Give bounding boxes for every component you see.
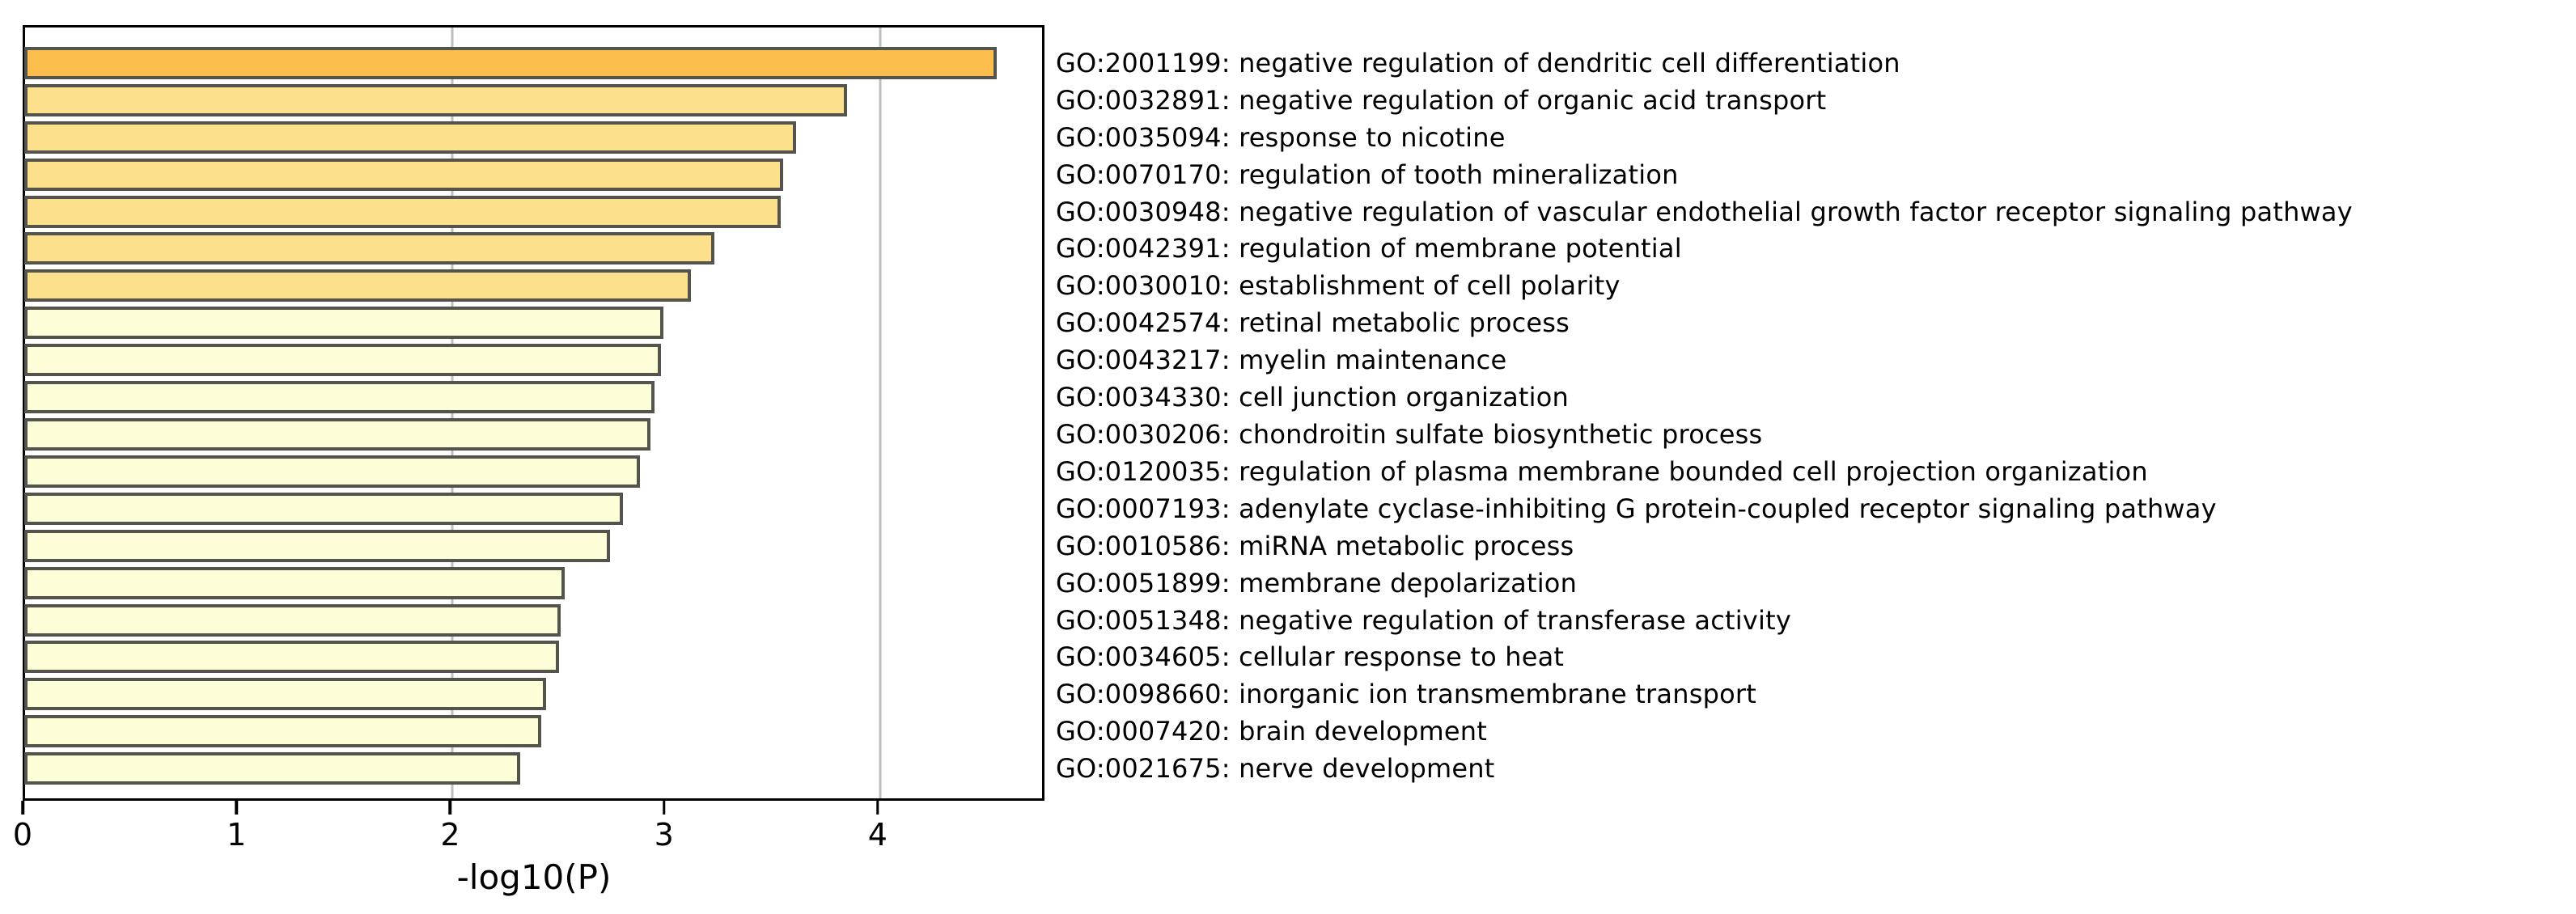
enrichment-bar	[24, 344, 662, 377]
enrichment-bar	[24, 492, 623, 525]
gridline	[879, 28, 882, 798]
go-term-label: GO:0030010: establishment of cell polari…	[1056, 270, 1621, 302]
x-axis-tick-label: 0	[12, 817, 33, 853]
go-term-label: GO:0010586: miRNA metabolic process	[1056, 530, 1574, 561]
enrichment-bar	[24, 381, 655, 414]
bar-row: GO:0035094: response to nicotine	[23, 119, 2571, 156]
x-axis-tick-label: 2	[440, 817, 460, 853]
go-term-label: GO:0034330: cell junction organization	[1056, 382, 1569, 413]
bar-row: GO:0098660: inorganic ion transmembrane …	[23, 675, 2571, 713]
bar-row: GO:2001199: negative regulation of dendr…	[23, 44, 2571, 82]
bar-row: GO:0070170: regulation of tooth minerali…	[23, 156, 2571, 193]
bar-rows: GO:2001199: negative regulation of dendr…	[23, 44, 2571, 787]
bar-row: GO:0007193: adenylate cyclase-inhibiting…	[23, 490, 2571, 527]
enrichment-bar	[24, 418, 651, 451]
bar-row: GO:0051348: negative regulation of trans…	[23, 602, 2571, 639]
go-term-label: GO:0120035: regulation of plasma membran…	[1056, 455, 2148, 487]
go-term-label: GO:0032891: negative regulation of organ…	[1056, 84, 1827, 116]
bar-row: GO:0007420: brain development	[23, 713, 2571, 750]
go-term-label: GO:0051899: membrane depolarization	[1056, 567, 1578, 599]
enrichment-bar	[24, 641, 559, 674]
go-term-label: GO:0030948: negative regulation of vascu…	[1056, 196, 2353, 227]
bar-row: GO:0043217: myelin maintenance	[23, 341, 2571, 379]
enrichment-bar	[24, 195, 782, 228]
enrichment-bar	[24, 307, 664, 340]
go-term-label: GO:0051348: negative regulation of trans…	[1056, 604, 1791, 636]
enrichment-bar	[24, 121, 796, 154]
enrichment-bar	[24, 455, 640, 488]
enrichment-bar	[24, 83, 848, 116]
x-axis-tick	[448, 801, 452, 815]
go-term-label: GO:0034605: cellular response to heat	[1056, 641, 1565, 673]
x-axis-tick-label: 4	[867, 817, 888, 853]
enrichment-bar	[24, 752, 520, 785]
go-term-label: GO:0030206: chondroitin sulfate biosynth…	[1056, 419, 1763, 451]
x-axis-tick	[21, 801, 24, 815]
bar-row: GO:0032891: negative regulation of organ…	[23, 82, 2571, 119]
enrichment-bar	[24, 678, 546, 711]
go-term-label: GO:0098660: inorganic ion transmembrane …	[1056, 679, 1756, 710]
bar-row: GO:0021675: nerve development	[23, 750, 2571, 787]
x-axis-tick-label: 1	[227, 817, 247, 853]
go-term-label: GO:0035094: response to nicotine	[1056, 121, 1506, 153]
bar-row: GO:0030948: negative regulation of vascu…	[23, 193, 2571, 231]
x-axis-tick	[876, 801, 879, 815]
x-axis-tick	[235, 801, 238, 815]
go-term-label: GO:2001199: negative regulation of dendr…	[1056, 47, 1900, 78]
enrichment-bar	[24, 715, 542, 748]
bar-row: GO:0010586: miRNA metabolic process	[23, 527, 2571, 565]
bar-row: GO:0034605: cellular response to heat	[23, 639, 2571, 676]
go-term-label: GO:0021675: nerve development	[1056, 753, 1495, 785]
bar-row: GO:0051899: membrane depolarization	[23, 565, 2571, 602]
x-axis-tick-label: 3	[654, 817, 674, 853]
go-term-label: GO:0007193: adenylate cyclase-inhibiting…	[1056, 493, 2217, 524]
go-term-label: GO:0042391: regulation of membrane poten…	[1056, 233, 1682, 264]
bar-row: GO:0030206: chondroitin sulfate biosynth…	[23, 416, 2571, 453]
enrichment-bar	[24, 529, 610, 562]
bar-row: GO:0042574: retinal metabolic process	[23, 304, 2571, 341]
go-term-label: GO:0070170: regulation of tooth minerali…	[1056, 159, 1679, 190]
enrichment-bar	[24, 566, 566, 599]
bar-row: GO:0120035: regulation of plasma membran…	[23, 453, 2571, 490]
enrichment-bar	[24, 232, 715, 265]
enrichment-bar	[24, 46, 998, 79]
bar-row: GO:0034330: cell junction organization	[23, 379, 2571, 416]
go-term-label: GO:0042574: retinal metabolic process	[1056, 307, 1570, 339]
x-axis-tick	[662, 801, 666, 815]
x-axis-label: -log10(P)	[456, 857, 612, 897]
enrichment-bar	[24, 158, 783, 191]
bar-row: GO:0042391: regulation of membrane poten…	[23, 231, 2571, 268]
enrichment-bar	[24, 269, 692, 303]
enrichment-bar	[24, 603, 561, 637]
go-term-label: GO:0007420: brain development	[1056, 716, 1487, 747]
bar-row: GO:0030010: establishment of cell polari…	[23, 267, 2571, 304]
go-term-label: GO:0043217: myelin maintenance	[1056, 345, 1507, 376]
